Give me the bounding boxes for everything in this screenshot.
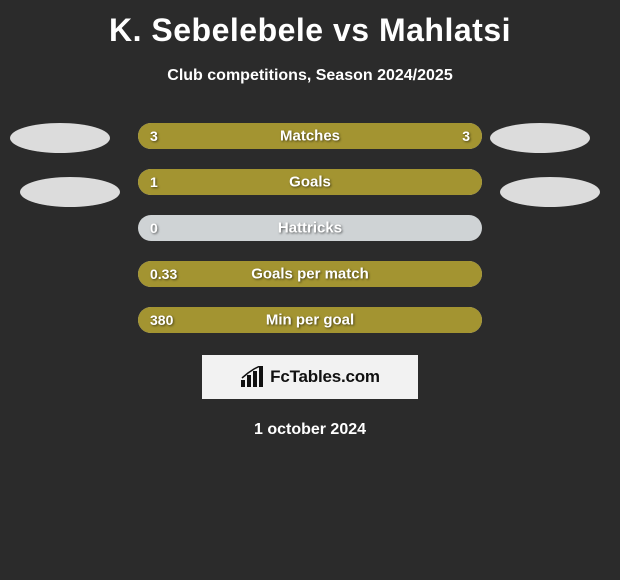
stat-bar-right-fill <box>310 307 482 333</box>
stat-row: Hattricks0 <box>138 215 482 241</box>
stat-bar-track <box>138 169 482 195</box>
stat-row: Matches33 <box>138 123 482 149</box>
bar-chart-icon <box>240 366 264 388</box>
stat-bar-track <box>138 261 482 287</box>
stat-bar-track <box>138 123 482 149</box>
stat-bar-left-fill <box>138 261 310 287</box>
player-name-ellipse <box>20 177 120 207</box>
stat-bar-right-fill <box>310 261 482 287</box>
stat-bar-left-fill <box>138 123 310 149</box>
stat-bar-right-fill <box>310 123 482 149</box>
stat-row: Min per goal380 <box>138 307 482 333</box>
stat-row: Goals1 <box>138 169 482 195</box>
stat-bar-track <box>138 307 482 333</box>
player-name-ellipse <box>10 123 110 153</box>
stat-bar-left-fill <box>138 169 310 195</box>
stat-bar-left-fill <box>138 307 310 333</box>
page-title: K. Sebelebele vs Mahlatsi <box>0 12 620 49</box>
stats-area: Matches33 Goals1 Hattricks0 Goals per match… <box>0 123 620 333</box>
branding-text: FcTables.com <box>270 367 380 387</box>
player-name-ellipse <box>490 123 590 153</box>
stat-bar-track <box>138 215 482 241</box>
branding-badge: FcTables.com <box>202 355 418 399</box>
player-name-ellipse <box>500 177 600 207</box>
stat-row: Goals per match0.33 <box>138 261 482 287</box>
stat-bar-right-fill <box>310 169 482 195</box>
page-subtitle: Club competitions, Season 2024/2025 <box>0 67 620 85</box>
date-text: 1 october 2024 <box>0 421 620 439</box>
